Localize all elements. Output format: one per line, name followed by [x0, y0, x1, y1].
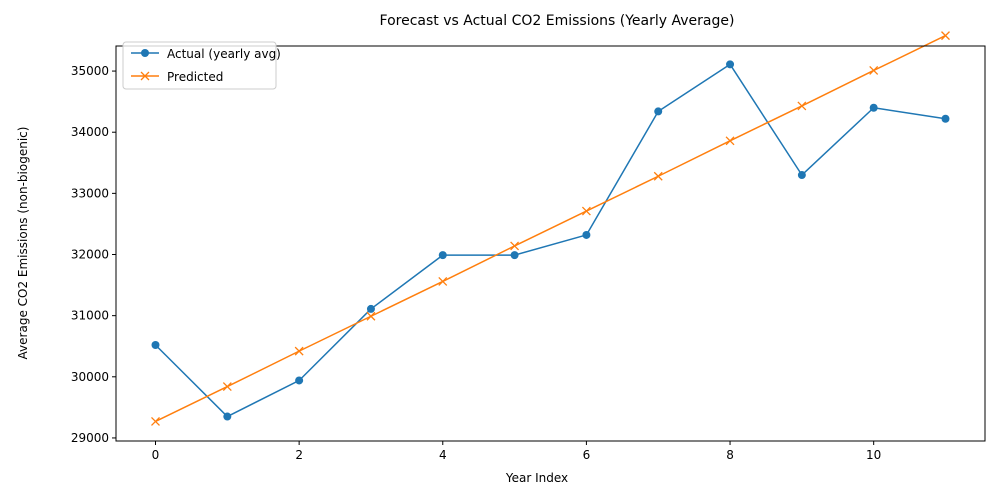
legend-label-predicted: Predicted: [167, 70, 223, 84]
y-tick-label: 29000: [71, 431, 109, 445]
x-axis: 0 2 4 6 8 10: [152, 441, 881, 462]
y-tick-label: 33000: [71, 186, 109, 200]
data-point-1: [653, 171, 663, 181]
legend-box: [122, 41, 277, 90]
legend-label-actual: Actual (yearly avg): [167, 47, 281, 61]
data-point-1: [581, 206, 591, 216]
x-tick-label: 0: [152, 448, 160, 462]
y-tick-label: 35000: [71, 64, 109, 78]
x-tick-label: 4: [439, 448, 447, 462]
data-point-0: [582, 230, 591, 239]
legend-marker-actual: [141, 49, 149, 57]
data-point-0: [151, 341, 160, 350]
data-point-1: [869, 65, 879, 75]
data-point-1: [797, 101, 807, 111]
data-point-0: [726, 60, 735, 69]
x-tick-label: 6: [583, 448, 591, 462]
data-point-0: [223, 412, 232, 421]
data-point-1: [510, 241, 520, 251]
data-point-1: [294, 346, 304, 356]
x-tick-label: 2: [295, 448, 303, 462]
legend: Actual (yearly avg) Predicted: [122, 41, 281, 90]
x-tick-label: 10: [866, 448, 881, 462]
series-line-1: [155, 34, 946, 423]
legend-marker-predicted: [140, 71, 150, 81]
data-point-1: [151, 416, 160, 426]
y-axis-label: Average CO2 Emissions (non-biogenic): [16, 127, 30, 360]
chart-title: Forecast vs Actual CO2 Emissions (Yearly…: [380, 13, 735, 29]
data-point-0: [295, 376, 304, 385]
data-point-1: [941, 31, 950, 41]
data-point-0: [797, 171, 806, 180]
series-layer: [151, 31, 950, 426]
y-tick-label: 30000: [71, 370, 109, 384]
data-point-1: [222, 382, 232, 392]
data-point-0: [869, 103, 878, 112]
data-point-0: [510, 251, 519, 260]
x-tick-label: 8: [726, 448, 734, 462]
x-axis-label: Year Index: [505, 471, 568, 485]
data-point-1: [725, 136, 735, 146]
y-tick-label: 31000: [71, 309, 109, 323]
data-point-0: [941, 114, 950, 123]
data-point-0: [654, 107, 663, 116]
data-point-0: [438, 251, 447, 260]
plot-frame: [115, 45, 986, 442]
data-point-0: [366, 304, 375, 313]
data-point-1: [438, 276, 448, 286]
y-tick-label: 32000: [71, 248, 109, 262]
series-line-0: [154, 63, 946, 418]
y-axis: 29000 30000 31000 32000 33000 34000 35000: [71, 64, 116, 445]
data-point-1: [366, 311, 376, 321]
y-tick-label: 34000: [71, 125, 109, 139]
